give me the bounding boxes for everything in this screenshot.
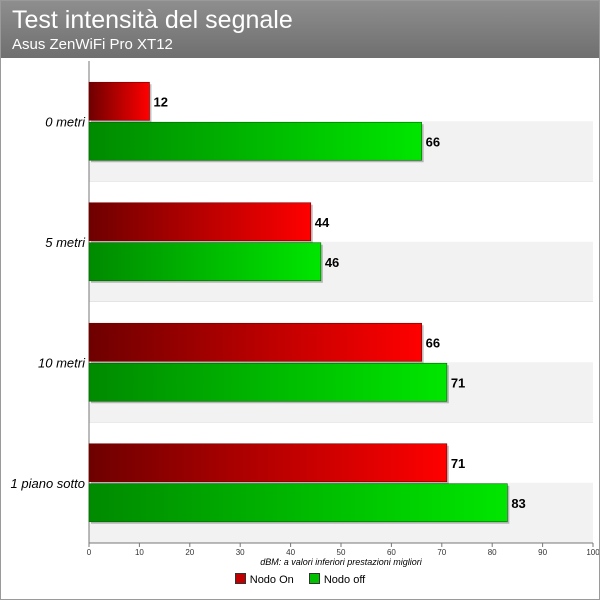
category-label: 0 metri xyxy=(45,114,86,129)
chart-subtitle: Asus ZenWiFi Pro XT12 xyxy=(12,36,173,53)
bar-1-piano-sotto-nodo-on xyxy=(88,443,448,483)
x-axis-label: dBM: a valori inferiori prestazioni migl… xyxy=(260,557,423,567)
data-label: 71 xyxy=(451,375,465,390)
data-label: 66 xyxy=(426,335,440,350)
x-tick-label: 40 xyxy=(286,548,295,557)
legend-label-nodo-on: Nodo On xyxy=(249,574,294,586)
category-label: 10 metri xyxy=(38,355,86,370)
x-tick-label: 30 xyxy=(236,548,245,557)
bar-10-metri-nodo-on xyxy=(88,322,422,362)
chart-header: Test intensità del segnale Asus ZenWiFi … xyxy=(1,1,599,58)
bars-group xyxy=(88,81,510,524)
legend-item-nodo-off: Nodo off xyxy=(308,573,366,586)
bar-5-metri-nodo-off xyxy=(88,242,322,282)
x-tick-label: 60 xyxy=(387,548,396,557)
legend-label-nodo-off: Nodo off xyxy=(323,574,366,586)
data-label: 66 xyxy=(426,134,440,149)
bar-0-metri-nodo-off xyxy=(88,121,422,161)
x-tick-label: 0 xyxy=(87,548,92,557)
data-label: 12 xyxy=(153,94,167,109)
labels-group: 12 66 0 metri 44 46 5 metri 66 71 10 metri 71 83 1 … xyxy=(11,94,526,511)
legend-swatch-nodo-off xyxy=(308,573,320,584)
x-tick-label: 100 xyxy=(586,548,599,557)
bar-5-metri-nodo-on xyxy=(88,202,312,242)
chart-title: Test intensità del segnale xyxy=(12,6,293,34)
x-tick-label: 80 xyxy=(488,548,497,557)
x-tick-label: 90 xyxy=(538,548,547,557)
bar-1-piano-sotto-nodo-off xyxy=(88,483,508,523)
category-label: 5 metri xyxy=(45,235,86,250)
data-label: 44 xyxy=(315,215,330,230)
legend-swatch-nodo-on xyxy=(234,573,246,584)
x-tick-label: 50 xyxy=(337,548,346,557)
x-tick-label: 70 xyxy=(437,548,446,557)
x-tick-label: 10 xyxy=(135,548,144,557)
x-tick-label: 20 xyxy=(185,548,194,557)
data-label: 71 xyxy=(451,456,465,471)
legend: Nodo On Nodo off xyxy=(1,573,599,586)
band-upper-0-metri xyxy=(89,61,593,122)
bar-0-metri-nodo-on xyxy=(88,81,150,121)
data-label: 83 xyxy=(511,496,525,511)
bar-10-metri-nodo-off xyxy=(88,362,448,402)
category-label: 1 piano sotto xyxy=(11,476,85,491)
legend-item-nodo-on: Nodo On xyxy=(234,573,294,586)
data-label: 46 xyxy=(325,255,339,270)
